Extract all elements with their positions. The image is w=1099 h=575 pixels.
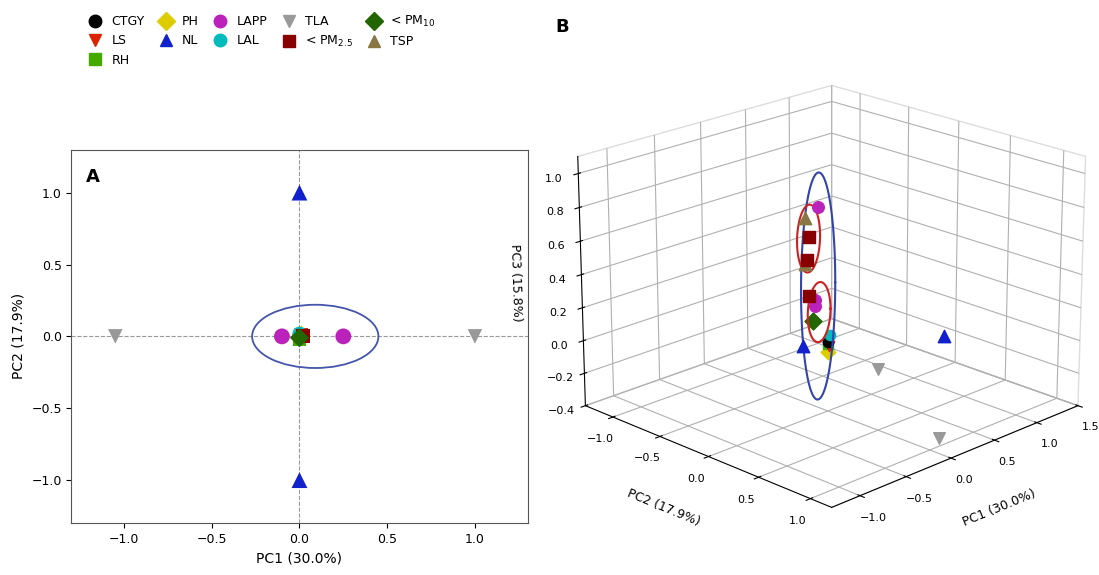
Legend: CTGY, LS, RH, PH, NL, LAPP, LAL, TLA, < PM$_{2.5}$, < PM$_{10}$, TSP: CTGY, LS, RH, PH, NL, LAPP, LAL, TLA, < … <box>78 9 441 72</box>
Point <box>466 332 484 341</box>
Point <box>290 476 308 485</box>
Point <box>334 332 352 341</box>
X-axis label: PC1 (30.0%): PC1 (30.0%) <box>962 487 1039 528</box>
Point <box>290 333 308 342</box>
X-axis label: PC1 (30.0%): PC1 (30.0%) <box>256 551 343 566</box>
Y-axis label: PC2 (17.9%): PC2 (17.9%) <box>12 293 25 380</box>
Point <box>107 332 124 341</box>
Point <box>290 335 308 344</box>
Point <box>292 330 310 339</box>
Point <box>290 332 308 341</box>
Point <box>290 188 308 197</box>
Y-axis label: PC2 (17.9%): PC2 (17.9%) <box>625 487 702 528</box>
Point <box>274 332 291 341</box>
Point <box>295 332 312 341</box>
Text: B: B <box>555 18 568 36</box>
Point <box>290 329 308 338</box>
Point <box>292 330 310 339</box>
Text: A: A <box>86 168 99 186</box>
